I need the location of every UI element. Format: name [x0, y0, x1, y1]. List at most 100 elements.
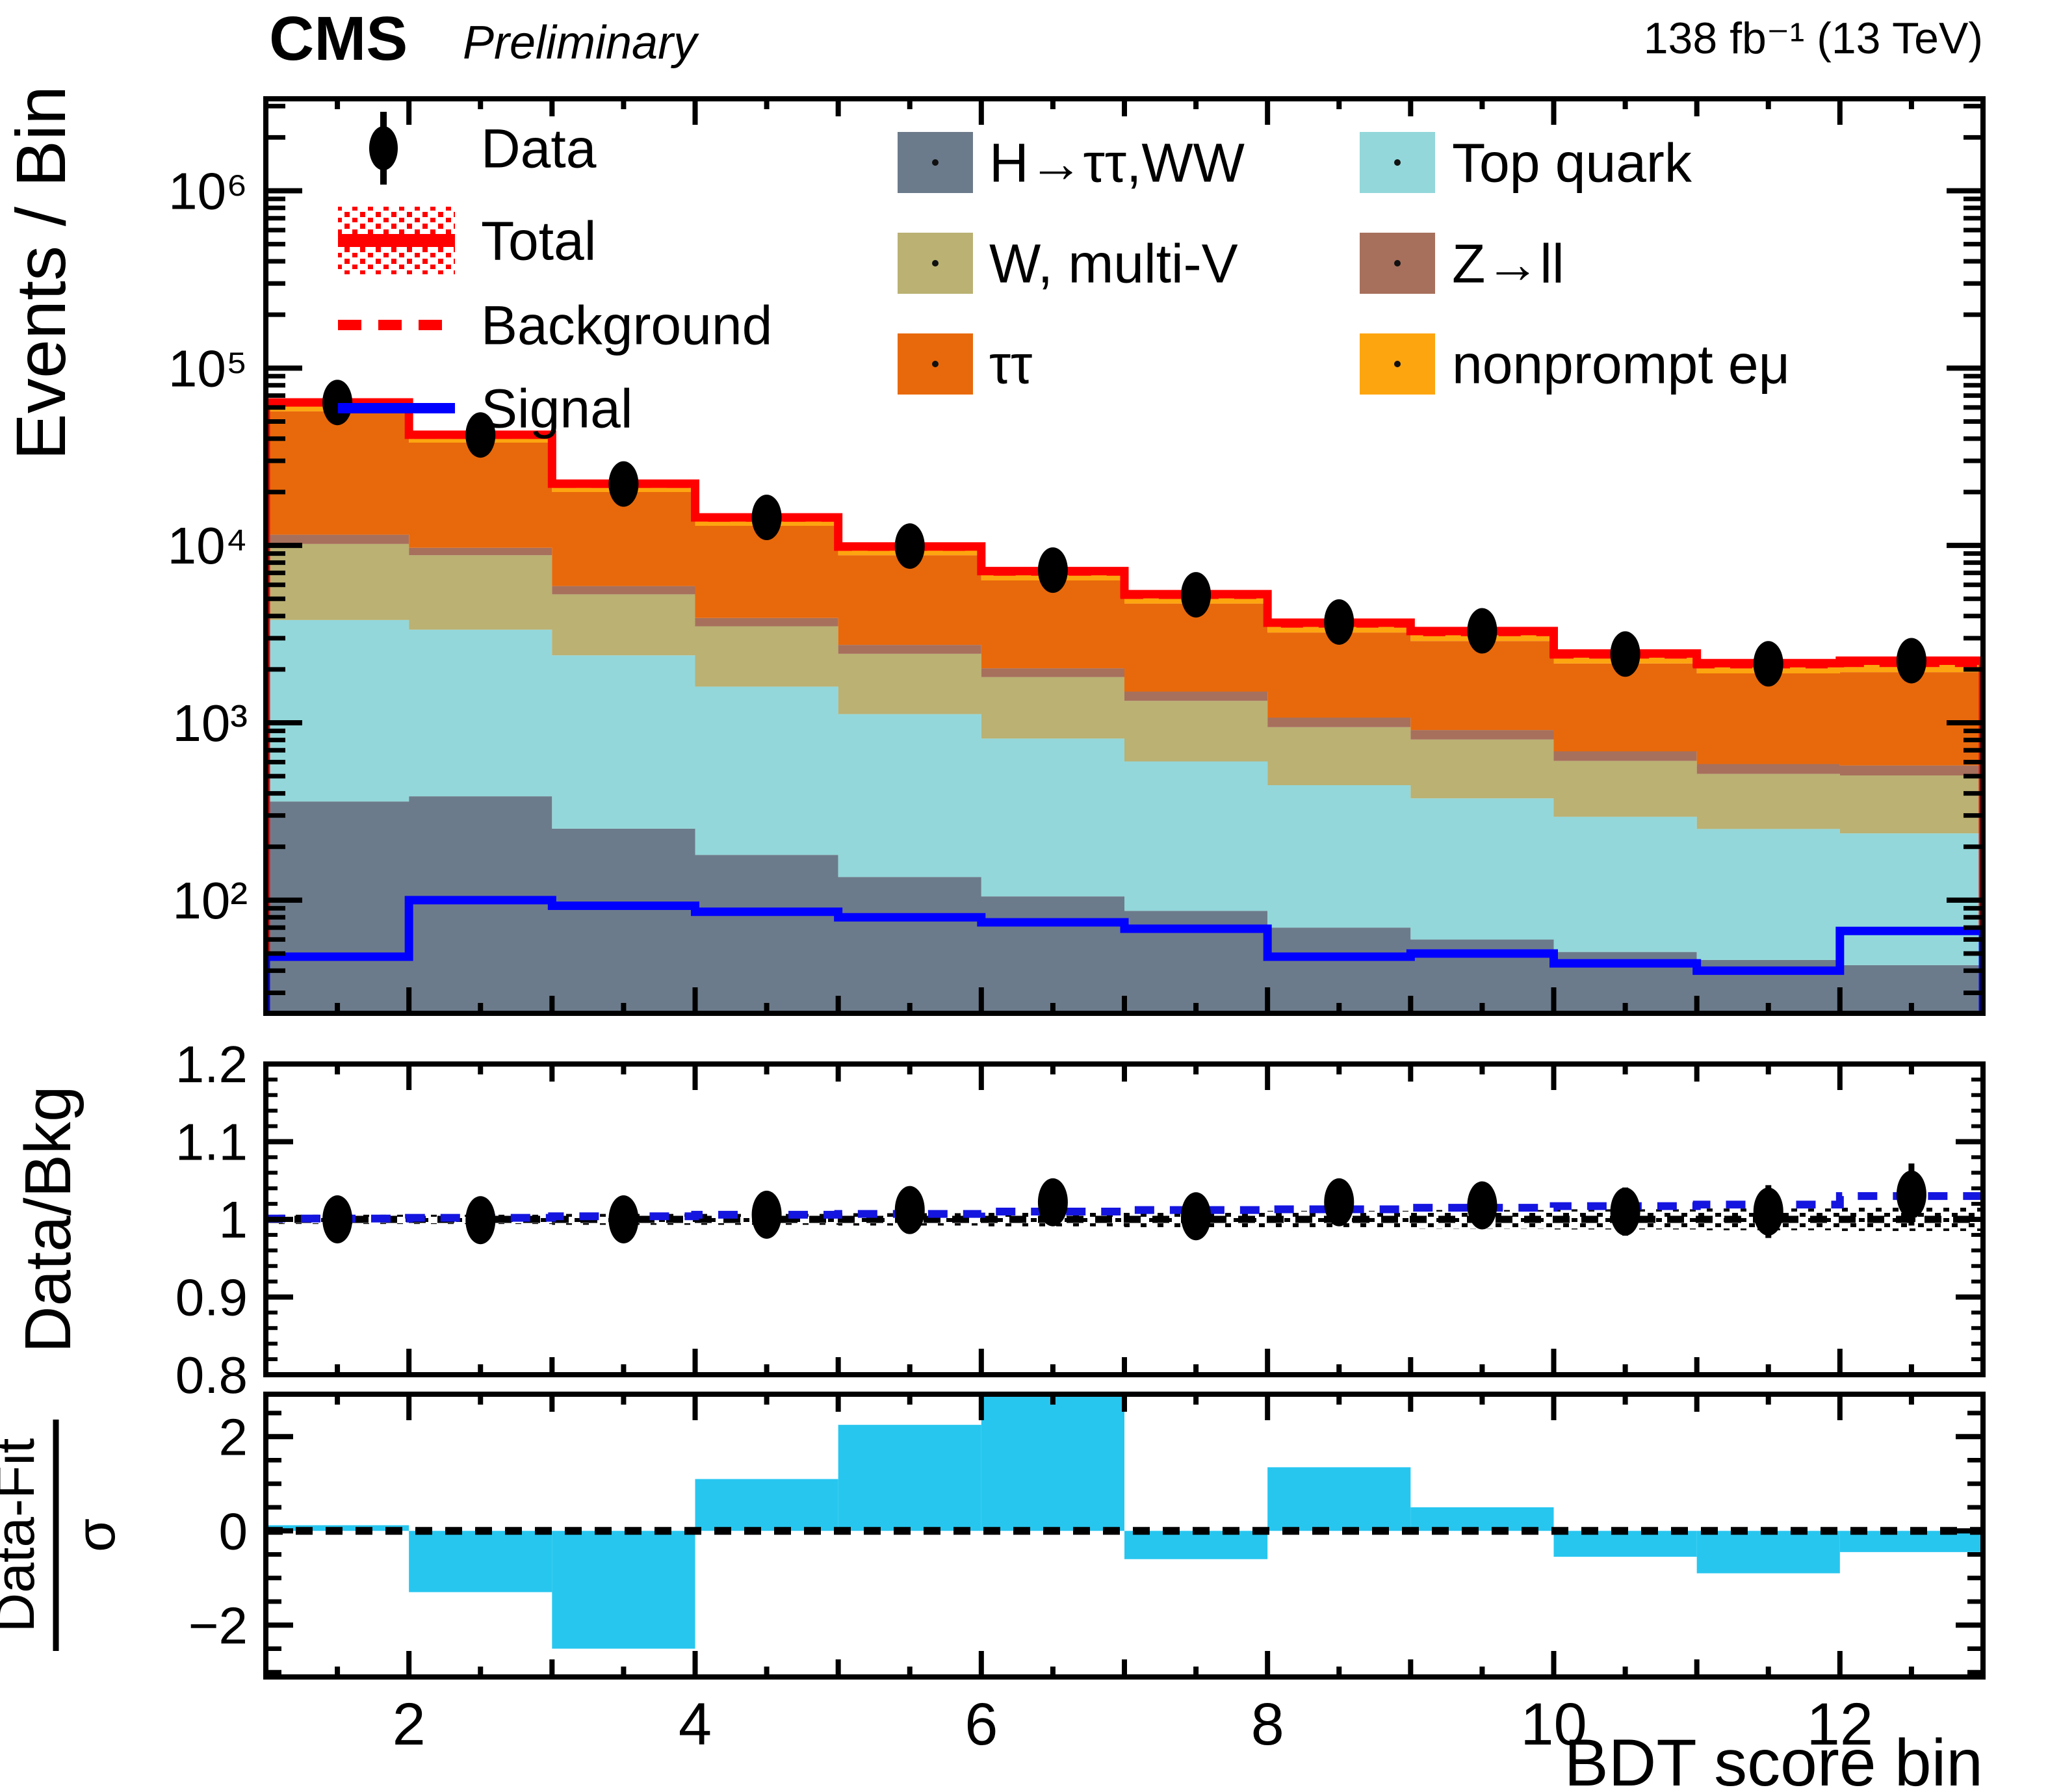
background-line: [266, 398, 1983, 1013]
pull-bar: [838, 1425, 981, 1531]
tick-label: 10: [1520, 1691, 1587, 1758]
tick-label: 1: [219, 1191, 248, 1249]
legend-item-nonprompt: nonprompt eμ: [1360, 333, 1790, 395]
legend-label-wmv: W, multi-V: [989, 233, 1238, 294]
pull-bar: [552, 1531, 695, 1649]
legend-label-topquark: Top quark: [1452, 132, 1692, 193]
data-point: [1324, 599, 1355, 645]
legend-label-data: Data: [481, 118, 597, 179]
ratio-point: [1896, 1170, 1926, 1219]
tick-label: 10⁵: [168, 339, 248, 397]
tick-label: 10²: [172, 872, 248, 929]
legend-label-tautau: ττ: [989, 333, 1032, 395]
ratio-point: [751, 1190, 782, 1239]
swatch-dot-icon: [932, 159, 939, 166]
ratio-point: [322, 1195, 353, 1243]
ratio-point: [1037, 1178, 1068, 1227]
tick-label: 0.8: [175, 1346, 248, 1404]
swatch-dot-icon: [1394, 260, 1401, 266]
ratio-data-points: [322, 1163, 1926, 1245]
legend-item-zll: Z→ll: [1360, 233, 1564, 294]
ratio-point: [1181, 1192, 1212, 1241]
ratio-fit-line: [266, 1192, 1983, 1223]
tick-label: 0: [219, 1502, 248, 1560]
legend-item-tautau: ττ: [898, 333, 1032, 395]
legend-stack: H→ττ,WW W, multi-V ττ Top quark Z→ll non…: [898, 132, 1790, 395]
stack-top: [266, 619, 1983, 965]
pull-bar: [1410, 1507, 1554, 1531]
data-marker-icon: [369, 126, 398, 170]
tick-label: 2: [393, 1691, 426, 1758]
legend-item-background: Background: [338, 294, 772, 356]
data-point: [1610, 631, 1640, 677]
ratio-point: [465, 1196, 496, 1245]
legend-label-total: Total: [481, 210, 596, 271]
pull-bar: [1553, 1531, 1697, 1557]
axis-ticks: [266, 99, 1983, 1677]
legend-item-data: Data: [369, 112, 597, 185]
tick-label: −2: [188, 1596, 248, 1654]
data-point: [1896, 638, 1926, 684]
main-data-points: [322, 380, 1926, 687]
legend-item-wmv: W, multi-V: [898, 233, 1238, 294]
lumi-label: 138 fb⁻¹ (13 TeV): [1644, 14, 1983, 63]
legend-item-topquark: Top quark: [1360, 132, 1692, 193]
legend-label-zll: Z→ll: [1452, 233, 1564, 294]
legend-item-signal: Signal: [338, 378, 633, 439]
tick-label: 2: [219, 1408, 248, 1466]
pull-bar: [695, 1479, 838, 1531]
pull-bar: [981, 1396, 1124, 1531]
pull-y-title-numerator: Data-Fit: [0, 1438, 45, 1633]
data-point: [894, 523, 925, 569]
data-point: [465, 412, 496, 458]
data-point: [1753, 641, 1783, 687]
main-lines: [266, 398, 1983, 1013]
tick-label: 0.9: [175, 1269, 248, 1327]
main-y-title: Events / Bin: [1, 86, 80, 460]
pull-y-title: Data-Fit σ: [0, 1420, 126, 1651]
swatch-dot-icon: [932, 260, 939, 266]
data-point: [751, 495, 782, 541]
ratio-frame: [263, 1061, 1986, 1377]
data-point: [1467, 608, 1497, 654]
tick-label: 10⁴: [168, 517, 248, 575]
preliminary-label: Preliminary: [463, 17, 699, 69]
ratio-point: [1467, 1181, 1497, 1230]
tick-label: 10⁶: [168, 162, 248, 220]
swatch-dot-icon: [1394, 159, 1401, 166]
data-point: [608, 461, 639, 507]
ratio-point: [1753, 1188, 1783, 1236]
ratio-point: [608, 1195, 639, 1243]
legend-label-signal: Signal: [481, 378, 633, 439]
data-point: [1037, 547, 1068, 593]
legend-label-nonprompt: nonprompt eμ: [1452, 333, 1790, 395]
legend-main: Data Total Background Signal: [338, 112, 772, 439]
legend-item-higgs: H→ττ,WW: [898, 132, 1245, 193]
tick-labels: 10² 10³ 10⁴ 10⁵ 10⁶ 0.8 0.9 1 1.1 1.2 −2 0 2 2 4 6 8 10 12: [168, 162, 1873, 1758]
swatch-dot-icon: [1394, 361, 1401, 367]
tick-label: 6: [965, 1691, 998, 1758]
tick-label: 1.1: [175, 1113, 248, 1171]
legend-label-background: Background: [481, 294, 772, 356]
legend-label-higgs: H→ττ,WW: [989, 132, 1245, 193]
tick-label: 4: [679, 1691, 712, 1758]
tick-label: 8: [1251, 1691, 1284, 1758]
x-axis-title: BDT score bin: [1564, 1726, 1983, 1792]
tick-label: 1.2: [175, 1035, 248, 1093]
pull-frame: [263, 1392, 1986, 1680]
pull-bar: [409, 1531, 552, 1592]
ratio-point: [1610, 1188, 1640, 1236]
cms-label: CMS: [269, 4, 408, 73]
legend-item-total: Total: [338, 207, 596, 274]
pull-bar: [1696, 1531, 1840, 1574]
chart-root: 10² 10³ 10⁴ 10⁵ 10⁶ 0.8 0.9 1 1.1 1.2 −2 0 2 2 4 6 8 10 12: [168, 99, 1983, 1758]
swatch-dot-icon: [932, 361, 939, 367]
pull-content: [266, 1396, 1983, 1649]
ratio-point: [894, 1186, 925, 1234]
signal-line: [266, 896, 1983, 1013]
ratio-content: [266, 1192, 1983, 1231]
data-point: [322, 380, 353, 426]
tick-label: 12: [1807, 1691, 1873, 1758]
